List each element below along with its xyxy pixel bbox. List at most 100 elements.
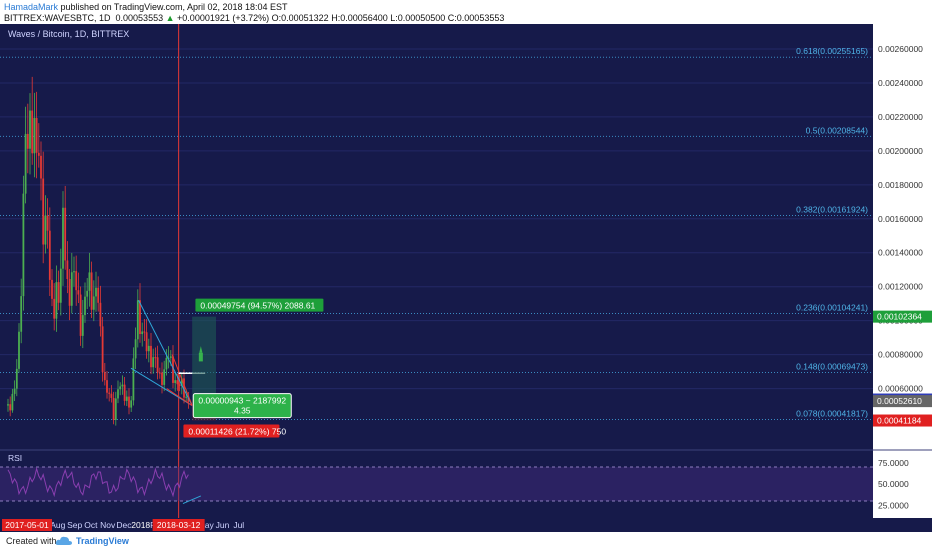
rsi-tick-label: 25.0000 — [878, 500, 909, 510]
fib-level-label: 0.618(0.00255165) — [796, 46, 868, 56]
candle-body — [29, 110, 31, 149]
candle-body — [26, 133, 29, 149]
tradingview-brand[interactable]: TradingView — [76, 536, 129, 546]
price-label: 0.00052610 — [877, 396, 922, 406]
fib-level-label: 0.148(0.00069473) — [796, 361, 868, 371]
cursor-date-background — [152, 519, 205, 531]
fib-level-label: 0.078(0.00041817) — [796, 408, 868, 418]
candle-body — [20, 296, 23, 332]
candle-body — [106, 380, 108, 393]
ohlc-values: O:0.00051322 H:0.00056400 L:0.00050500 C… — [271, 13, 505, 23]
created-with-label: Created with — [6, 536, 57, 546]
candle-body — [75, 271, 78, 291]
candle-body — [46, 215, 49, 231]
candle-body — [81, 315, 84, 336]
publish-info: published on TradingView.com, April 02, … — [60, 2, 288, 12]
candle-body — [15, 368, 18, 389]
candle-body — [18, 331, 20, 369]
candle-body — [73, 271, 75, 273]
candle-body — [22, 193, 25, 297]
time-tick-label: Aug — [50, 520, 65, 530]
candle-body — [99, 302, 102, 327]
up-arrow-icon: ▲ — [165, 13, 175, 23]
candle-body — [110, 393, 113, 398]
candle-body — [37, 152, 40, 156]
rsi-tick-label: 50.0000 — [878, 479, 909, 489]
candle-body — [24, 133, 27, 194]
start-date-background — [2, 519, 52, 531]
candle-body — [90, 272, 93, 310]
candle-body — [31, 110, 34, 154]
candle-body — [55, 282, 58, 319]
candle-body — [123, 384, 126, 401]
candle-body — [180, 378, 183, 387]
stop-box — [183, 424, 280, 438]
price-tick-label: 0.00080000 — [878, 350, 923, 360]
target-box — [195, 298, 324, 312]
candle-body — [114, 398, 117, 420]
candle-body — [176, 380, 179, 385]
candle-body — [101, 326, 104, 373]
target-box-text: 0.00049754 (94.57%) 2088.61 — [200, 301, 315, 311]
candle-body — [42, 178, 45, 245]
candle-body — [11, 393, 14, 411]
candle-body — [77, 290, 80, 295]
candle-body — [112, 397, 115, 420]
wedge-upper-line — [138, 300, 193, 406]
candle-body — [174, 380, 177, 383]
candle-body — [97, 287, 100, 303]
author-link[interactable]: HamadaMark — [4, 2, 59, 12]
candle-body — [59, 268, 62, 303]
candle-body — [84, 296, 86, 316]
candle-body — [51, 279, 53, 299]
candle-body — [66, 260, 69, 280]
footer: Created with TradingView — [0, 532, 932, 550]
price-tick-label: 0.00160000 — [878, 214, 923, 224]
publish-line: HamadaMark published on TradingView.com,… — [4, 2, 288, 12]
rsi-trend-line — [182, 495, 202, 505]
candle-body — [119, 386, 122, 390]
candle-body — [128, 396, 130, 408]
candle-body — [103, 372, 106, 381]
price-tick-label: 0.00240000 — [878, 78, 923, 88]
price-axis[interactable]: 0.00260000 0.00240000 0.00220000 0.00200000… — [873, 44, 932, 427]
measure-range-text: 0.00000943 ~ 2187992 — [198, 396, 286, 406]
price-label-background — [873, 310, 932, 323]
candle-body — [136, 300, 139, 340]
time-axis-background — [0, 518, 932, 532]
time-tick-label: Dec — [116, 520, 132, 530]
wedge-red-lower-line — [166, 388, 193, 406]
chart[interactable]: Waves / Bitcoin, 1D, BITTREX 0.618(0.002… — [0, 24, 932, 532]
time-tick-label: May — [198, 520, 215, 530]
tradingview-cloud-icon — [55, 536, 72, 545]
candle-body — [134, 339, 137, 359]
measure-box — [192, 393, 292, 419]
candle-body — [145, 332, 148, 352]
fib-level-label: 0.382(0.00161924) — [796, 205, 868, 215]
last-price: 0.00053553 — [115, 13, 164, 23]
price-tick-label: 0.00200000 — [878, 146, 923, 156]
candle-body — [161, 372, 163, 385]
candle-body — [130, 400, 133, 408]
candle-body — [141, 331, 144, 335]
candle-body — [154, 357, 157, 359]
drawings: 0.00049754 (94.57%) 2088.61 0.00011426 (2… — [130, 24, 324, 532]
time-axis[interactable]: JunJulAugSepOctNovDec2018FebAprMayJunJul… — [0, 518, 932, 532]
candle-body — [165, 357, 168, 370]
time-tick-label: Nov — [100, 520, 116, 530]
start-date-label: 2017-05-01 — [5, 520, 49, 530]
symbol-label: BITTREX:WAVESBTC, 1D — [4, 13, 111, 23]
candle-body — [169, 356, 172, 358]
chart-background — [0, 24, 873, 532]
candle-body — [53, 298, 56, 319]
price-axis-background — [873, 24, 932, 532]
rsi-line — [7, 466, 189, 498]
candle-body — [48, 230, 51, 280]
candles — [7, 76, 190, 426]
candle-body — [132, 358, 135, 401]
price-tick-label: 0.00260000 — [878, 44, 923, 54]
candle-body — [70, 272, 73, 306]
stop-box-text: 0.00011426 (21.72%) 750 — [188, 427, 286, 437]
price-label: 0.00041184 — [877, 416, 922, 426]
candle-body — [44, 215, 47, 245]
